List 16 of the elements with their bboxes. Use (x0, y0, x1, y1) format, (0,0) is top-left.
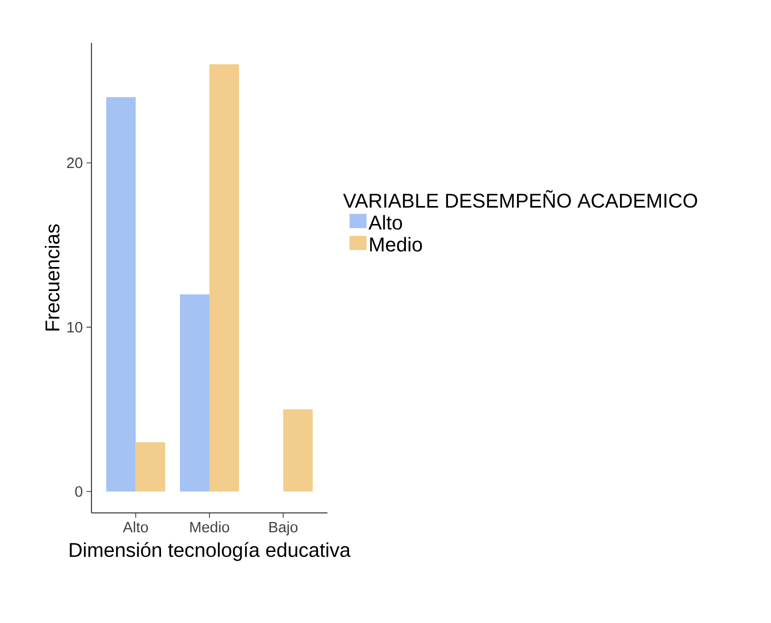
legend-title: VARIABLE DESEMPEÑO ACADEMICO (343, 190, 698, 208)
bar (209, 64, 239, 492)
bar (136, 442, 166, 492)
y-tick-label: 10 (67, 322, 82, 332)
bar (283, 409, 313, 492)
y-tick-label: 20 (67, 158, 82, 168)
x-axis-title: Dimensión tecnología educativa (70, 542, 351, 561)
legend-label: Medio (370, 236, 422, 252)
x-tick-label: Alto (122, 521, 148, 532)
y-tick-label: 0 (75, 486, 82, 497)
y-axis-title: Frecuencias (44, 224, 60, 330)
legend-label: Alto (368, 215, 402, 230)
x-tick-label: Medio (190, 521, 230, 532)
bar (180, 294, 210, 492)
x-tick-label: Bajo (269, 521, 298, 536)
bar (106, 97, 136, 492)
